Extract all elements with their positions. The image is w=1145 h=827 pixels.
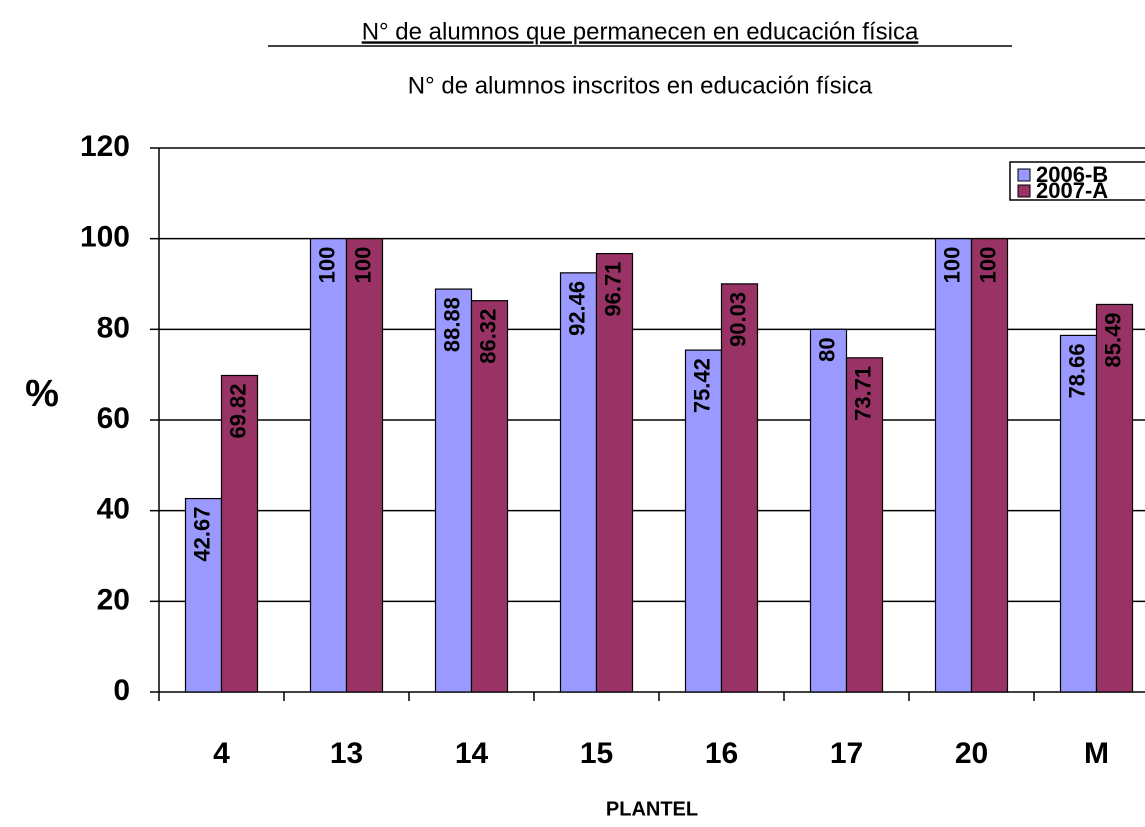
x-tick-label: 17: [830, 737, 863, 770]
bar: [1095, 303, 1134, 693]
bar: [470, 300, 509, 693]
legend-label: 2007-A: [1036, 178, 1108, 203]
value-label: 100: [350, 247, 375, 284]
value-label: 86.32: [475, 309, 500, 364]
legend-swatch: [1017, 168, 1031, 182]
bar: [184, 497, 223, 693]
y-tick-label: 20: [97, 583, 130, 616]
value-label: 96.71: [600, 262, 625, 317]
legend-swatch: [1017, 184, 1031, 198]
bar: [1059, 334, 1098, 693]
value-label: 73.71: [850, 366, 875, 421]
x-tick-label: 15: [580, 737, 613, 770]
bar: [220, 374, 259, 693]
value-label: 90.03: [725, 292, 750, 347]
x-tick-label: 13: [330, 737, 363, 770]
value-label: 69.82: [225, 383, 250, 438]
bar: [809, 328, 848, 693]
value-label: 75.42: [689, 358, 714, 413]
x-tick-label: 16: [705, 737, 738, 770]
bar: [434, 288, 473, 693]
y-tick-label: 100: [80, 221, 130, 254]
y-axis-label: %: [25, 373, 59, 415]
bar: [845, 357, 884, 693]
y-tick-label: 0: [113, 674, 130, 707]
value-label: 78.66: [1064, 343, 1089, 398]
value-label: 100: [975, 247, 1000, 284]
x-tick-label: 14: [455, 737, 489, 770]
x-axis-label: PLANTEL: [606, 798, 698, 820]
x-tick-label: 4: [213, 737, 230, 770]
chart-subtitle: N° de alumnos inscritos en educación fís…: [408, 72, 873, 99]
bar: [684, 349, 723, 693]
value-label: 85.49: [1100, 312, 1125, 367]
y-tick-label: 80: [97, 311, 130, 344]
value-label: 100: [939, 247, 964, 284]
bar: [934, 238, 973, 693]
y-tick-label: 120: [80, 130, 130, 163]
bar: [970, 238, 1009, 693]
y-tick-label: 40: [97, 493, 130, 526]
x-tick-label: 20: [955, 737, 988, 770]
legend-label: 2006-B: [1036, 162, 1108, 187]
bar: [345, 238, 384, 693]
value-label: 88.88: [439, 297, 464, 352]
bar: [309, 238, 348, 693]
legend-box: [1009, 161, 1145, 201]
bar: [720, 283, 759, 693]
value-label: 80: [814, 337, 839, 361]
chart-title: N° de alumnos que permanecen en educació…: [362, 18, 919, 45]
value-label: 92.46: [564, 281, 589, 336]
value-label: 100: [314, 247, 339, 284]
bar: [595, 252, 634, 693]
y-tick-label: 60: [97, 402, 130, 435]
value-label: 42.67: [189, 507, 214, 562]
x-tick-label: M: [1084, 737, 1109, 770]
